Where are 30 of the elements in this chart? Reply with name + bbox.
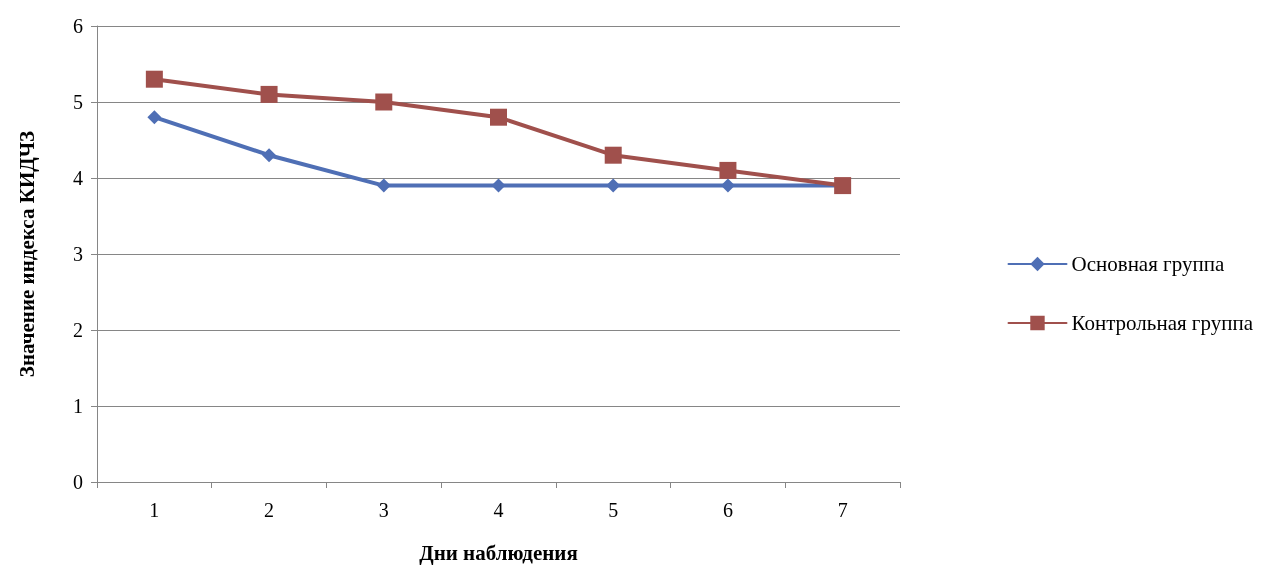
y-tick-label: 1: [73, 395, 83, 417]
point: [604, 146, 622, 164]
x-tick-label: 4: [493, 499, 504, 521]
point: [606, 178, 621, 193]
point: [491, 178, 506, 193]
point: [719, 161, 737, 179]
y-tick-label: 0: [73, 471, 83, 493]
y-axis-title: Значение индекса КИДЧЗ: [14, 130, 39, 378]
y-tick-label: 4: [73, 167, 83, 189]
legend-label: Контрольная группа: [1071, 311, 1254, 335]
point: [375, 93, 393, 111]
point: [490, 108, 507, 126]
point: [720, 178, 735, 193]
y-tick-label: 5: [73, 91, 83, 113]
y-tick-label: 6: [73, 15, 83, 37]
x-tick-label: 2: [264, 499, 275, 521]
x-tick-label: 1: [149, 499, 160, 521]
legend-label: Основная группа: [1071, 252, 1225, 276]
y-tick-label: 2: [73, 319, 83, 341]
point: [262, 148, 277, 163]
point: [376, 178, 391, 193]
point: [145, 70, 163, 88]
point: [260, 85, 278, 103]
x-tick-label: 3: [378, 499, 389, 521]
point: [147, 110, 162, 125]
y-tick-label: 3: [73, 243, 83, 265]
x-tick-label: 5: [608, 499, 619, 521]
x-axis-title: Дни наблюдения: [419, 540, 578, 565]
x-tick-label: 6: [722, 499, 733, 521]
x-tick-label: 7: [837, 499, 848, 521]
